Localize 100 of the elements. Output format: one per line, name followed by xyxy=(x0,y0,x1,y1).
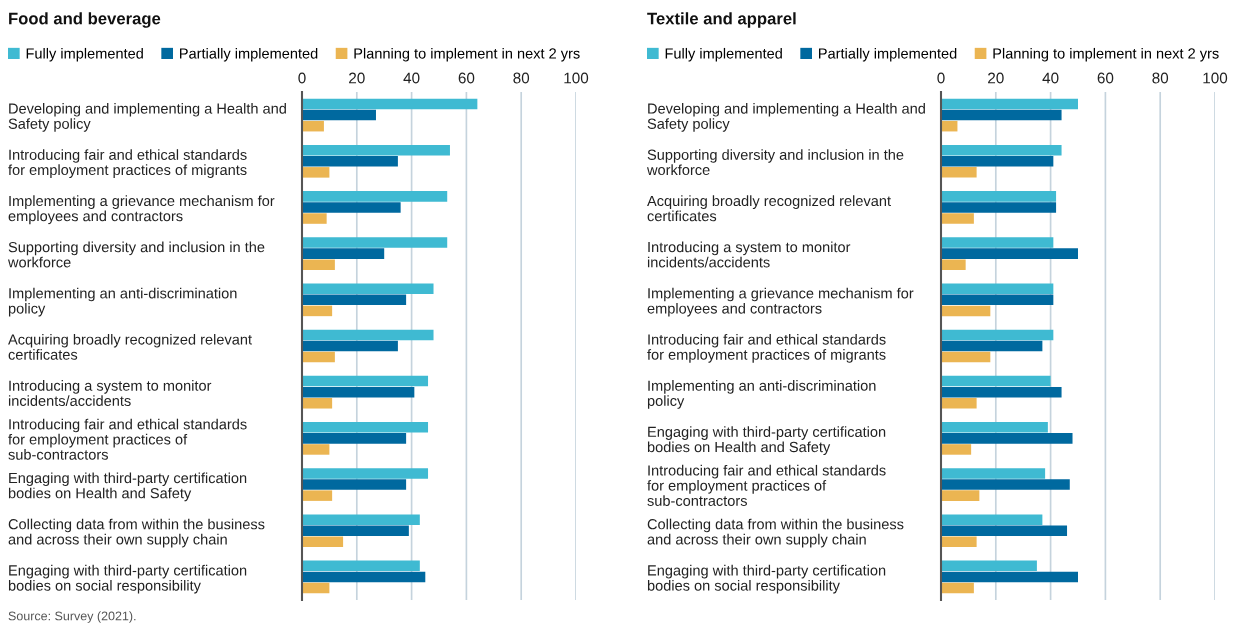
bar xyxy=(941,422,1048,433)
bar xyxy=(302,398,333,409)
bar xyxy=(302,259,335,270)
bar xyxy=(941,259,966,270)
bar xyxy=(302,329,434,341)
bar xyxy=(941,571,1078,583)
y-tick-label: Acquiring broadly recognized relevant certificates xyxy=(8,333,252,360)
y-tick-label: Introducing a system to monitor incidents/accidents xyxy=(647,241,851,268)
y-tick-label: Introducing fair and ethical standards for employment practices of migrants xyxy=(647,333,886,363)
x-tick-label: 100 xyxy=(564,72,589,84)
x-tick-label: 60 xyxy=(1097,72,1114,84)
bar xyxy=(302,571,426,583)
bar xyxy=(941,375,1051,387)
y-tick-label: Engaging with third-party certification bodies on social responsibility xyxy=(8,564,247,594)
bar xyxy=(941,202,1057,213)
bar xyxy=(302,167,330,178)
bar xyxy=(302,156,398,167)
y-tick-label: Supporting diversity and inclusion in the workforce xyxy=(646,149,904,176)
bar xyxy=(941,109,1062,121)
bar xyxy=(302,422,429,433)
x-tick-label: 80 xyxy=(1152,72,1169,84)
bar xyxy=(302,213,327,224)
bar xyxy=(941,386,1062,398)
bar xyxy=(941,536,977,548)
y-tick-label: Engaging with third-party certification bodies on Health and Safety xyxy=(8,472,247,502)
y-tick-label: Developing and implementing a Health and Safety policy xyxy=(647,103,925,132)
text: Food and beverage xyxy=(9,12,161,28)
bar xyxy=(302,468,429,479)
bar xyxy=(941,213,974,224)
y-tick-label: Developing and implementing a Health and Safety policy xyxy=(8,103,286,132)
y-tick-label: Introducing fair and ethical standards for employment practices of sub-contractors xyxy=(8,418,247,460)
bar xyxy=(302,340,398,352)
bar xyxy=(302,351,335,363)
bar xyxy=(941,433,1073,444)
bar xyxy=(302,536,344,548)
bar xyxy=(302,109,376,121)
x-tick-label: 40 xyxy=(403,72,420,84)
x-tick-label: 100 xyxy=(1203,72,1228,84)
legend-label: Partially implemented xyxy=(819,47,957,62)
bar xyxy=(941,582,974,594)
y-tick-label: Implementing an anti-discrimination policy xyxy=(647,380,876,409)
legend-label: Fully implemented xyxy=(26,47,143,62)
y-tick-label: Introducing fair and ethical standards for employment practices of sub-contractors xyxy=(647,464,886,506)
bar xyxy=(941,468,1046,479)
y-tick-label: Introducing fair and ethical standards for employment practices of migrants xyxy=(8,149,247,178)
y-tick-label: Implementing a grievance mechanism for employees and contractors xyxy=(647,287,914,317)
bar xyxy=(302,525,409,536)
bar xyxy=(941,237,1054,248)
bar xyxy=(302,191,448,202)
bar xyxy=(941,398,977,409)
x-tick-label: 80 xyxy=(513,72,530,84)
y-tick-label: Supporting diversity and inclusion in the workforce xyxy=(7,241,265,268)
source-note: Source: Survey (2021). xyxy=(8,611,136,623)
bar xyxy=(302,560,420,572)
x-tick-label: 0 xyxy=(298,72,306,84)
bar xyxy=(941,560,1037,572)
bar xyxy=(302,120,324,132)
bar xyxy=(302,386,415,398)
y-tick-label: Collecting data from within the business and across their own supply chain xyxy=(647,518,904,548)
x-tick-label: 40 xyxy=(1042,72,1059,84)
y-tick-label: Introducing a system to monitor incidents/accidents xyxy=(8,380,212,406)
bar xyxy=(941,525,1068,536)
bar xyxy=(302,144,450,156)
bar xyxy=(302,582,330,594)
bar xyxy=(941,444,972,455)
y-tick-label: Collecting data from within the business and across their own supply chain xyxy=(8,518,265,548)
bar xyxy=(302,375,429,387)
bar xyxy=(302,283,434,294)
bar xyxy=(941,167,977,178)
y-tick-label: Implementing a grievance mechanism for employees and contractors xyxy=(8,195,275,225)
x-tick-label: 20 xyxy=(349,72,365,84)
bar xyxy=(941,340,1043,352)
bar xyxy=(302,237,448,248)
bar xyxy=(941,351,991,363)
bar xyxy=(302,98,478,110)
legend-label: Planning to implement in next 2 yrs xyxy=(354,47,580,62)
bar xyxy=(941,305,991,317)
y-tick-label: Engaging with third-party certification bodies on Health and Safety xyxy=(647,426,886,456)
bar xyxy=(941,156,1054,167)
bar xyxy=(941,490,980,501)
bar xyxy=(941,294,1054,306)
text: Textile and apparel xyxy=(647,12,796,28)
bar xyxy=(941,514,1043,525)
legend-label: Fully implemented xyxy=(665,47,782,62)
bar xyxy=(302,479,407,490)
bar xyxy=(302,514,420,525)
bar xyxy=(302,305,333,317)
bar xyxy=(302,248,385,259)
bar xyxy=(941,191,1057,202)
legend-label: Partially implemented xyxy=(180,47,318,62)
bar xyxy=(302,433,407,444)
bar xyxy=(302,444,330,455)
y-tick-label: Implementing an anti-discrimination policy xyxy=(8,287,237,317)
bar xyxy=(302,294,407,306)
bar xyxy=(941,144,1062,156)
bar xyxy=(941,98,1078,110)
bar xyxy=(302,490,333,501)
x-tick-label: 20 xyxy=(988,72,1004,84)
legend-label: Planning to implement in next 2 yrs xyxy=(993,47,1219,62)
x-tick-label: 0 xyxy=(937,72,945,84)
